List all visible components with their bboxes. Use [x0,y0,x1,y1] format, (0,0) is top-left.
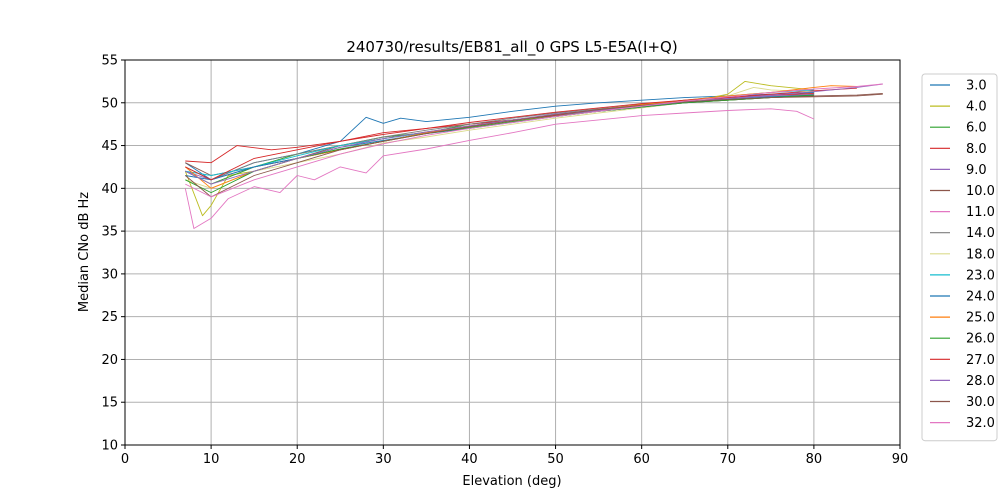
legend-item: 6.0 [930,121,987,136]
x-tick-label: 30 [375,452,392,467]
y-tick-label: 45 [101,139,118,154]
legend-item: 28.0 [930,374,995,389]
legend-item: 3.0 [930,79,987,94]
series-line-32.0 [185,83,883,198]
legend-item: 23.0 [930,268,995,283]
y-axis-title: Median CNo dB Hz [77,192,92,312]
legend-label: 11.0 [966,205,995,220]
legend-box [921,73,998,442]
legend-label: 28.0 [966,374,995,389]
legend-label: 24.0 [966,290,995,305]
series-line-11.0 [184,108,815,229]
y-tick-label: 15 [101,396,118,411]
legend-item: 11.0 [930,205,995,220]
x-tick-label: 20 [289,452,306,467]
series-line-9.0 [185,93,814,181]
x-axis: 0 10 20 30 40 50 60 70 80 90 [121,445,908,467]
x-tick-label: 0 [121,452,129,467]
series-line-10.0 [185,92,883,176]
series-line-25.0 [185,85,857,189]
y-tick-label: 10 [101,439,118,454]
legend-item: 30.0 [930,395,995,410]
x-axis-title: Elevation (deg) [462,474,561,489]
x-tick-label: 60 [633,452,650,467]
x-tick-label: 90 [892,452,909,467]
chart-title: 240730/results/EB81_all_0 GPS L5-E5A(I+Q… [346,38,677,57]
y-tick-label: 55 [101,54,118,69]
legend-item: 18.0 [930,247,995,262]
y-tick-label: 40 [101,182,118,197]
legend-label: 30.0 [966,395,995,410]
series-line-26.0 [185,94,814,194]
legend-item: 9.0 [930,163,987,178]
series-line-30.0 [185,93,883,198]
series-line-3.0 [185,92,814,181]
x-tick-label: 50 [547,452,564,467]
legend-label: 18.0 [966,247,995,262]
y-tick-label: 50 [101,96,118,111]
legend-item: 24.0 [930,290,995,305]
legend-item: 10.0 [930,184,995,199]
series-line-8.0 [185,87,857,164]
legend-label: 27.0 [966,353,995,368]
legend-label: 26.0 [966,332,995,347]
legend-item: 32.0 [930,416,995,431]
legend-label: 10.0 [966,184,995,199]
x-tick-label: 10 [203,452,220,467]
legend-label: 23.0 [966,268,995,283]
y-tick-label: 25 [101,310,118,325]
legend-label: 9.0 [966,163,987,178]
series-line-24.0 [185,94,814,181]
legend-label: 6.0 [966,121,987,136]
legend-item: 27.0 [930,353,995,368]
x-tick-label: 40 [461,452,478,467]
series-line-27.0 [185,92,814,181]
plot-area [184,80,883,229]
y-axis: 10 15 20 25 30 35 40 45 50 55 [101,54,125,454]
legend-label: 14.0 [966,226,995,241]
legend-item: 4.0 [930,100,987,115]
legend-label: 8.0 [966,142,987,157]
y-tick-label: 20 [101,353,118,368]
axes-frame [124,59,901,446]
legend-label: 32.0 [966,416,995,431]
legend-label: 25.0 [966,311,995,326]
legend-label: 3.0 [966,79,987,94]
x-tick-label: 70 [720,452,737,467]
legend-item: 14.0 [930,226,995,241]
legend-item: 26.0 [930,332,995,347]
y-tick-label: 30 [101,267,118,282]
legend-item: 8.0 [930,142,987,157]
y-tick-label: 35 [101,225,118,240]
series-line-6.0 [185,95,814,185]
legend-item: 25.0 [930,311,995,326]
series-line-18.0 [185,86,814,189]
legend: 3.0 4.0 6.0 8.0 9.0 10.0 11.0 14.0 18.0 23.0 24.0 2… [921,73,998,442]
x-tick-label: 80 [806,452,823,467]
series-line-14.0 [185,94,814,181]
legend-label: 4.0 [966,100,987,115]
series-line-4.0 [184,80,814,217]
